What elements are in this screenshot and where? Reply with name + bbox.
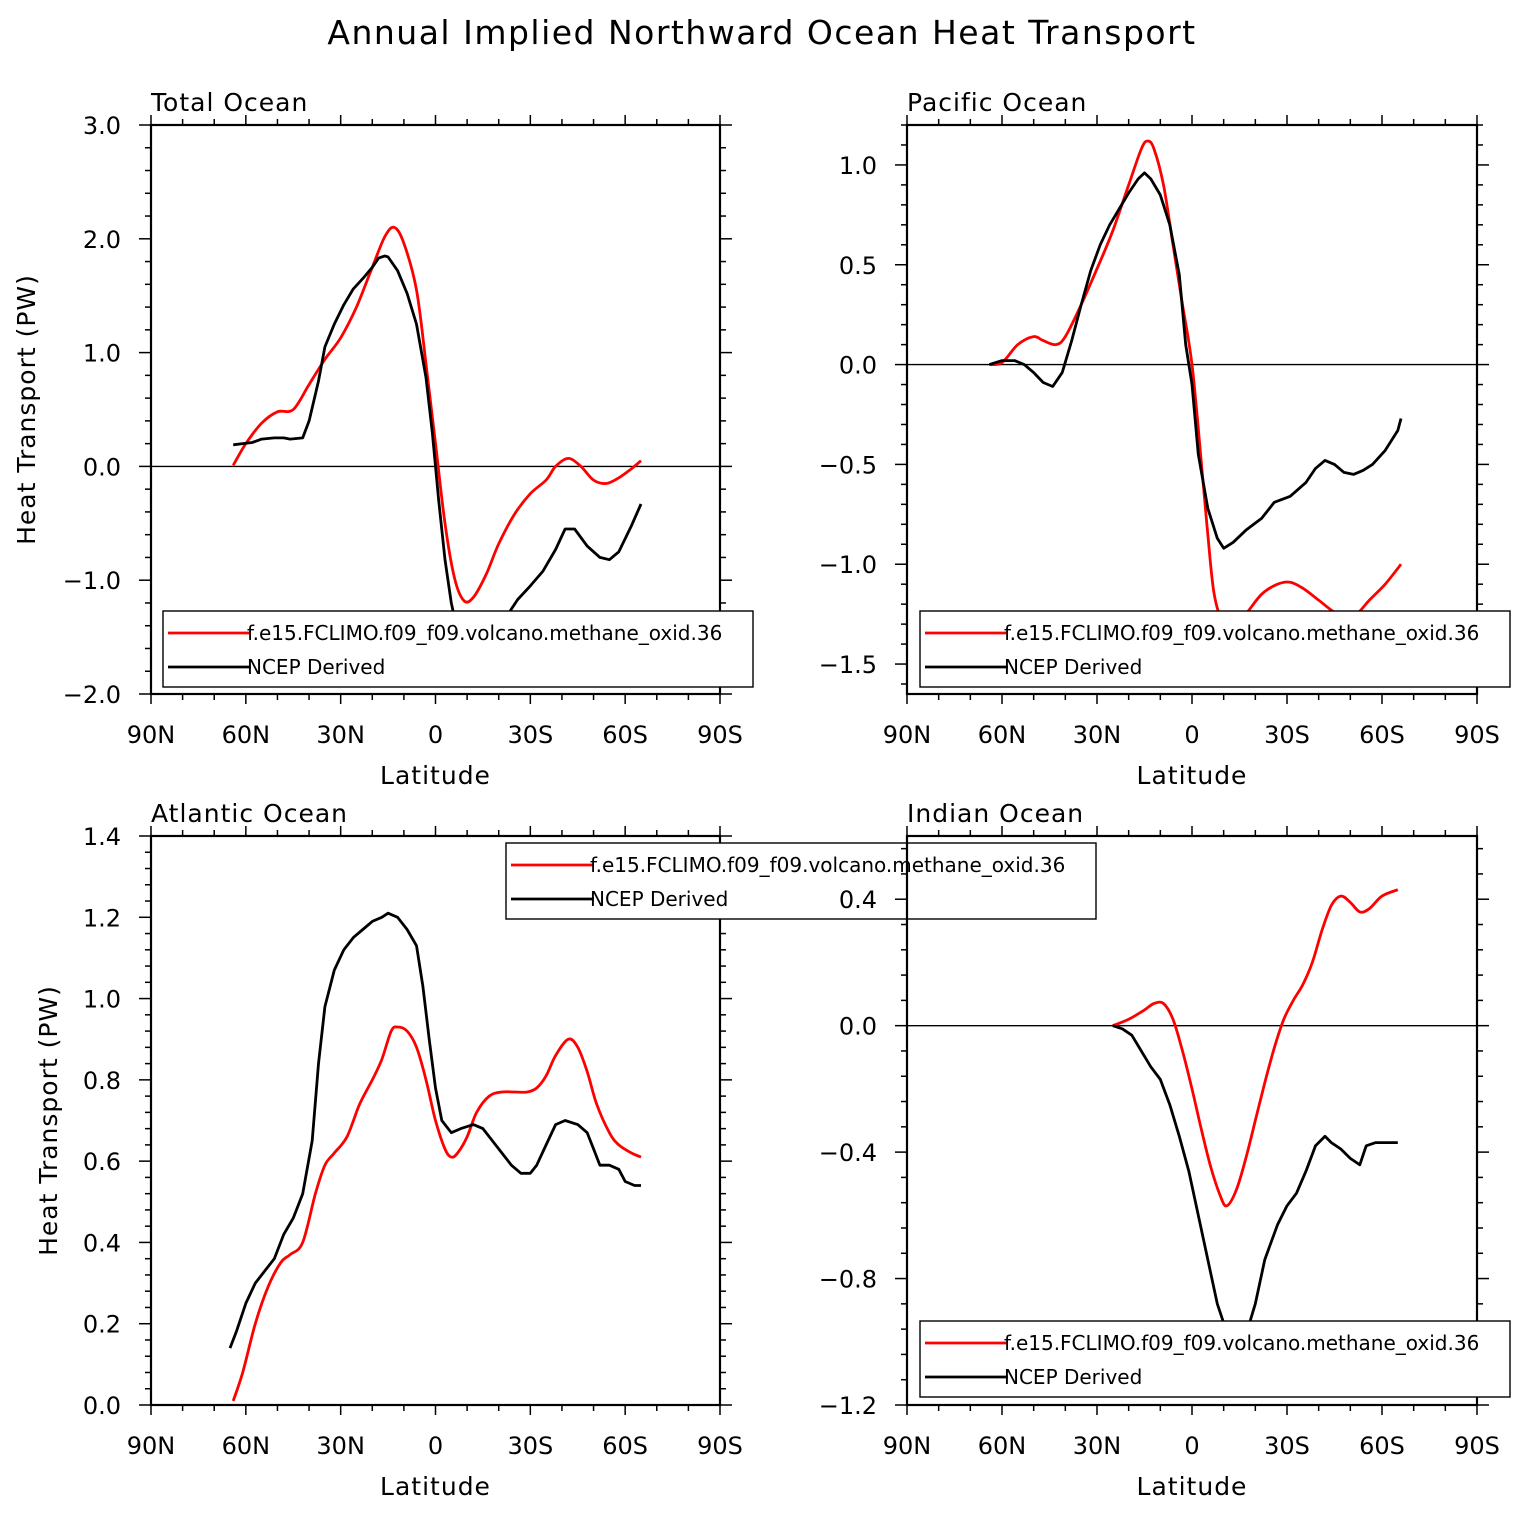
legend-label: NCEP Derived <box>1004 655 1142 679</box>
plot-frame <box>905 123 1479 696</box>
y-axis-label: Heat Transport (PW) <box>34 985 63 1256</box>
y-tick-label: 1.2 <box>83 904 121 932</box>
x-tick-label: 60N <box>978 1432 1027 1460</box>
panel-indian-ocean: Indian Ocean 90N 60N 30N 0 30S 60S 90S −1.2 −0.8 −… <box>819 799 1511 1501</box>
x-axis-label: Latitude <box>1137 761 1248 790</box>
legend-label: f.e15.FCLIMO.f09_f09.volcano.methane_oxi… <box>1004 1331 1479 1355</box>
x-tick-label: 90N <box>127 1432 176 1460</box>
y-tick-label: 0.0 <box>83 453 121 481</box>
series-line-ncep-derived <box>1112 1024 1398 1359</box>
panel-title: Atlantic Ocean <box>151 799 348 828</box>
x-tick-label: 0 <box>1184 1432 1199 1460</box>
x-tick-label: 60N <box>222 721 271 749</box>
x-axis-label: Latitude <box>380 761 491 790</box>
y-tick-label: −0.8 <box>819 1266 877 1294</box>
x-tick-label: 30S <box>1264 721 1310 749</box>
y-tick-label: 0.5 <box>839 252 877 280</box>
x-tick-label: 60N <box>222 1432 271 1460</box>
x-tick-label: 0 <box>1184 721 1199 749</box>
x-tick-label: 60S <box>1359 721 1405 749</box>
x-tick-label: 90S <box>697 721 743 749</box>
x-tick-label: 30N <box>316 721 365 749</box>
y-tick-label: 1.4 <box>83 823 121 851</box>
series-line-ncep-derived <box>228 911 641 1349</box>
legend: f.e15.FCLIMO.f09_f09.volcano.methane_oxi… <box>919 1320 1511 1398</box>
y-tick-label: −0.4 <box>819 1139 877 1167</box>
panel-atlantic-ocean: Atlantic Ocean 90N 60N 30N 0 30S 60S 90S 0.0 0.2 0… <box>34 799 1097 1501</box>
series-line-f-e15-fclimo-f09-f09-volcano-methane-oxid-36 <box>989 139 1403 631</box>
y-tick-label: −1.2 <box>819 1392 877 1420</box>
panel-title: Pacific Ocean <box>907 88 1087 117</box>
x-tick-label: 90N <box>883 1432 932 1460</box>
y-tick-label: 0.2 <box>83 1311 121 1339</box>
x-tick-label: 90S <box>1454 1432 1500 1460</box>
x-tick-label: 0 <box>428 721 443 749</box>
series-line-f-e15-fclimo-f09-f09-volcano-methane-oxid-36 <box>231 225 642 604</box>
legend-label: NCEP Derived <box>590 887 728 911</box>
x-tick-label: 0 <box>428 1432 443 1460</box>
x-tick-label: 30N <box>1073 721 1122 749</box>
legend: f.e15.FCLIMO.f09_f09.volcano.methane_oxi… <box>162 610 754 688</box>
series-line-f-e15-fclimo-f09-f09-volcano-methane-oxid-36 <box>231 1025 642 1402</box>
x-tick-label: 30N <box>1073 1432 1122 1460</box>
y-tick-label: 0.4 <box>839 886 877 914</box>
x-tick-label: 90N <box>127 721 176 749</box>
legend-label: NCEP Derived <box>1004 1365 1142 1389</box>
y-tick-label: 0.0 <box>83 1392 121 1420</box>
y-tick-label: 0.8 <box>83 1067 121 1095</box>
x-axis-label: Latitude <box>380 1472 491 1501</box>
x-tick-label: 30S <box>507 1432 553 1460</box>
series-line-ncep-derived <box>988 171 1403 550</box>
series-line-f-e15-fclimo-f09-f09-volcano-methane-oxid-36 <box>1112 888 1399 1208</box>
y-tick-label: 0.0 <box>839 1013 877 1041</box>
panel-title: Total Ocean <box>150 88 308 117</box>
legend-box <box>919 1320 1511 1398</box>
y-tick-label: −2.0 <box>63 681 121 709</box>
panel-pacific-ocean: Pacific Ocean 90N 60N 30N 0 30S 60S 90S −1.5 −1.0… <box>819 88 1511 790</box>
y-tick-label: −0.5 <box>819 451 877 479</box>
legend-label: f.e15.FCLIMO.f09_f09.volcano.methane_oxi… <box>1004 621 1479 645</box>
legend: f.e15.FCLIMO.f09_f09.volcano.methane_oxi… <box>919 610 1511 688</box>
x-tick-label: 30S <box>507 721 553 749</box>
y-tick-label: 0.0 <box>839 352 877 380</box>
x-tick-label: 60S <box>602 1432 648 1460</box>
figure-title: Annual Implied Northward Ocean Heat Tran… <box>327 13 1196 52</box>
series-line-ncep-derived <box>233 254 643 659</box>
legend-box <box>162 610 754 688</box>
legend-box <box>505 842 1097 920</box>
x-tick-label: 90N <box>883 721 932 749</box>
panels: Total Ocean 90N 60N 30N 0 30S 60S 90S −2.0 −1.0 0.… <box>12 88 1511 1501</box>
legend-box <box>919 610 1511 688</box>
x-tick-label: 90S <box>697 1432 743 1460</box>
y-axis-label: Heat Transport (PW) <box>12 274 41 545</box>
legend: f.e15.FCLIMO.f09_f09.volcano.methane_oxi… <box>505 842 1097 920</box>
plot-frame <box>905 834 1479 1407</box>
x-tick-label: 90S <box>1454 721 1500 749</box>
y-tick-label: 2.0 <box>83 226 121 254</box>
y-tick-label: −1.0 <box>819 551 877 579</box>
y-tick-label: −1.5 <box>819 651 877 679</box>
x-tick-label: 60S <box>602 721 648 749</box>
x-axis-label: Latitude <box>1137 1472 1248 1501</box>
y-tick-label: 0.4 <box>83 1229 121 1257</box>
panel-title: Indian Ocean <box>907 799 1084 828</box>
x-tick-label: 60S <box>1359 1432 1405 1460</box>
x-tick-label: 30N <box>316 1432 365 1460</box>
panel-total-ocean: Total Ocean 90N 60N 30N 0 30S 60S 90S −2.0 −1.0 0.… <box>12 88 754 790</box>
legend-label: f.e15.FCLIMO.f09_f09.volcano.methane_oxi… <box>590 853 1065 877</box>
x-tick-label: 30S <box>1264 1432 1310 1460</box>
x-tick-label: 60N <box>978 721 1027 749</box>
plot-frame <box>149 123 722 696</box>
y-tick-label: 1.0 <box>83 986 121 1014</box>
y-tick-label: −1.0 <box>63 567 121 595</box>
y-tick-label: 0.6 <box>83 1148 121 1176</box>
y-tick-label: 3.0 <box>83 112 121 140</box>
legend-label: f.e15.FCLIMO.f09_f09.volcano.methane_oxi… <box>247 621 722 645</box>
y-tick-label: 1.0 <box>83 340 121 368</box>
legend-label: NCEP Derived <box>247 655 385 679</box>
y-tick-label: 1.0 <box>839 152 877 180</box>
